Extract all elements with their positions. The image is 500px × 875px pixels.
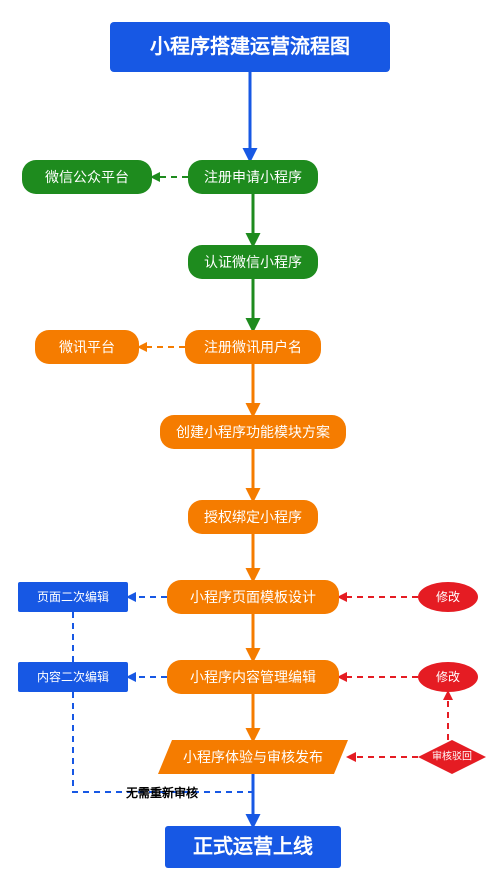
node-label-mod1: 修改 (436, 589, 460, 604)
flowchart-svg: 无需重新审核 小程序搭建运营流程图微信公众平台 注册申请小程序认证微信小程序微讯平台… (0, 0, 500, 875)
nodes-group: 小程序搭建运营流程图微信公众平台 注册申请小程序认证微信小程序微讯平台 注册微讯用户… (18, 22, 486, 868)
node-edit2: 内容二次编辑 (18, 662, 128, 692)
node-design: 小程序页面模板设计 (167, 580, 339, 614)
node-label-edit2: 内容二次编辑 (37, 669, 109, 684)
node-label-design: 小程序页面模板设计 (190, 589, 316, 605)
node-label-mod2: 修改 (436, 669, 460, 684)
node-label-verify: 认证微信小程序 (204, 254, 302, 270)
node-reject: 审核驳回 (418, 740, 486, 774)
node-review: 小程序体验与审核发布 (158, 740, 348, 774)
node-content: 小程序内容管理编辑 (167, 660, 339, 694)
node-mod2: 修改 (418, 662, 478, 692)
node-label-reg: 注册申请小程序 (204, 169, 302, 185)
node-label-title: 小程序搭建运营流程图 (150, 34, 350, 58)
node-title: 小程序搭建运营流程图 (110, 22, 390, 72)
node-reg: 注册申请小程序 (188, 160, 318, 194)
node-wxplat: 微讯平台 (35, 330, 139, 364)
node-label-wxpub: 微信公众平台 (45, 169, 129, 185)
node-label-reject: 审核驳回 (432, 750, 472, 763)
node-wxpub: 微信公众平台 (22, 160, 152, 194)
node-reguser: 注册微讯用户名 (185, 330, 321, 364)
node-label-auth: 授权绑定小程序 (204, 509, 302, 525)
node-edit1: 页面二次编辑 (18, 582, 128, 612)
node-auth: 授权绑定小程序 (188, 500, 318, 534)
node-mod1: 修改 (418, 582, 478, 612)
node-verify: 认证微信小程序 (188, 245, 318, 279)
node-label-reguser: 注册微讯用户名 (204, 339, 302, 355)
node-launch: 正式运营上线 (165, 826, 341, 868)
edge-label: 无需重新审核 (125, 785, 198, 800)
node-label-wxplat: 微讯平台 (59, 339, 115, 355)
node-label-review: 小程序体验与审核发布 (183, 749, 323, 765)
node-label-edit1: 页面二次编辑 (37, 589, 109, 604)
node-create: 创建小程序功能模块方案 (160, 415, 346, 449)
node-label-content: 小程序内容管理编辑 (190, 669, 316, 685)
node-label-create: 创建小程序功能模块方案 (176, 424, 330, 440)
node-label-launch: 正式运营上线 (193, 834, 313, 858)
